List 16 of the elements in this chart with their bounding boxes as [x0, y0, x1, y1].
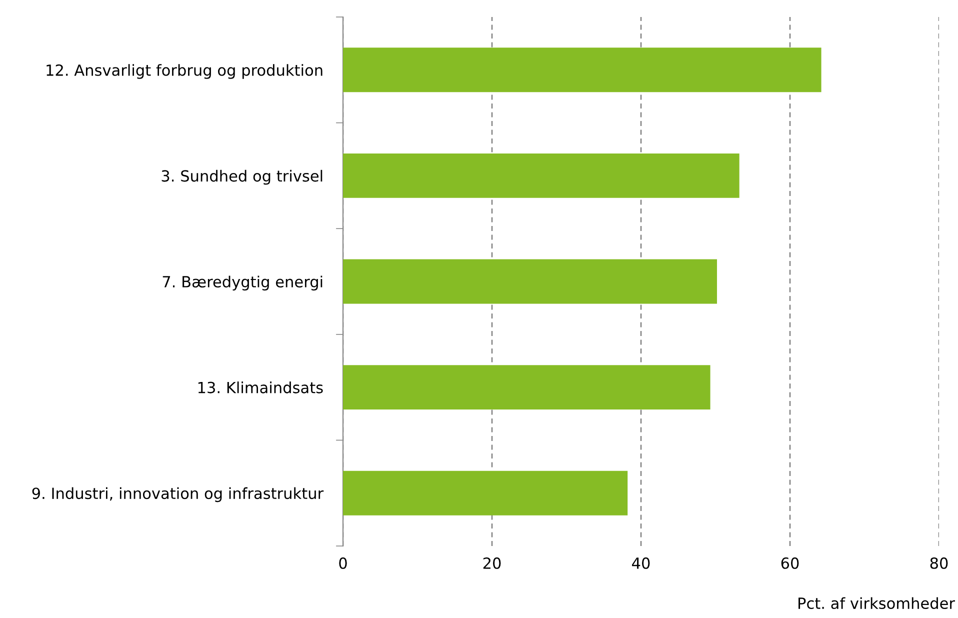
- x-tick-label: 80: [930, 557, 948, 569]
- x-tick-label: 20: [483, 557, 501, 569]
- bar: [343, 365, 710, 410]
- bar: [343, 48, 822, 92]
- y-tick-label: 3. Sundhed og trivsel: [162, 170, 322, 185]
- y-tick-label: 12. Ansvarligt forbrug og produktion: [46, 64, 322, 79]
- bar: [343, 470, 628, 516]
- bar: [343, 259, 717, 304]
- x-tick-label: 60: [781, 557, 799, 569]
- bar: [343, 153, 740, 198]
- y-tick-label: 9. Industri, innovation og infrastruktur: [32, 487, 324, 502]
- x-tick-label: 0: [339, 557, 347, 569]
- y-tick-label: 13. Klimaindsats: [198, 381, 323, 394]
- x-tick-label: 40: [632, 557, 650, 569]
- x-axis-title: Pct. af virksomheder: [798, 597, 955, 610]
- y-tick-label: 7. Bæredygtig energi: [162, 276, 322, 290]
